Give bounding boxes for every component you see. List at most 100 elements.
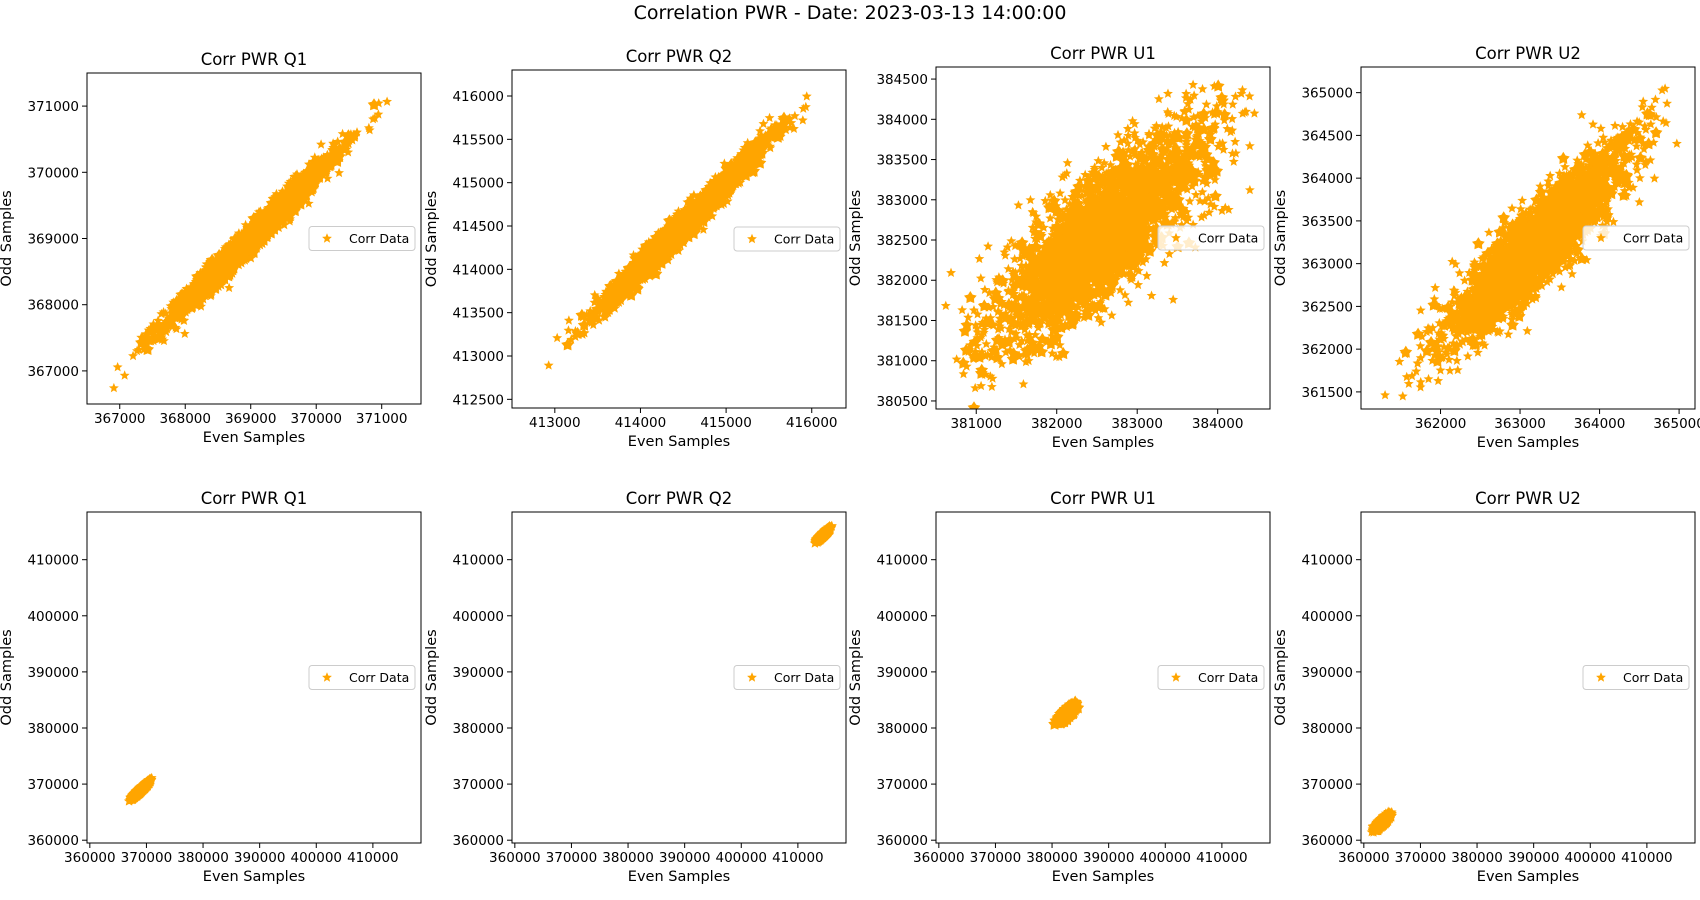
x-tick-label: 364000 [1574,416,1626,432]
legend-box [308,665,416,690]
x-axis-label: Even Samples [1477,435,1579,451]
scatter-core-markers [1399,107,1663,367]
y-tick-label: 400000 [27,609,79,625]
subplot-title: Corr PWR U2 [1475,489,1581,508]
subplot-1: Corr PWR Q1 367000 368000 369000 370000 37100… [0,50,422,446]
x-tick-label: 369000 [225,411,277,427]
scatter-points [1366,806,1397,837]
legend-box [1157,665,1265,690]
y-tick-label: 380000 [27,721,79,737]
scatter-points [1048,695,1085,730]
legend: Corr Data [1582,665,1690,690]
figure-suptitle: Correlation PWR - Date: 2023-03-13 14:00… [634,2,1067,24]
x-tick-label: 382000 [1031,416,1083,432]
x-tick-label: 371000 [356,411,408,427]
x-tick-label: 362000 [1415,416,1467,432]
scatter-points [809,520,837,548]
legend-label: Corr Data [349,670,409,685]
y-tick-label: 413000 [452,349,504,365]
legend: Corr Data [1157,225,1265,251]
legend: Corr Data [1157,665,1265,690]
legend-label: Corr Data [774,670,834,685]
scatter-core-markers [135,98,381,355]
axes-frame [935,66,1271,410]
y-tick-label: 415500 [452,132,504,148]
x-tick-label: 414000 [615,415,667,431]
x-axis-label: Even Samples [203,869,305,885]
y-tick-label: 381000 [876,354,928,370]
x-tick-label: 416000 [786,415,838,431]
y-tick-label: 380500 [876,394,928,410]
scatter-points [543,91,812,370]
y-tick-label: 414000 [452,262,504,278]
y-tick-label: 360000 [452,833,504,849]
legend-box [1582,665,1690,690]
y-tick-label: 383500 [876,153,928,169]
legend-box [733,226,841,252]
y-axis-label: Odd Samples [0,629,15,725]
x-axis-label: Even Samples [203,430,305,446]
y-tick-label: 360000 [1301,833,1353,849]
x-tick-label: 360000 [64,850,116,866]
x-tick-label: 370000 [121,850,173,866]
legend-label: Corr Data [1198,231,1258,246]
legend: Corr Data [733,226,841,252]
y-tick-label: 412500 [452,392,504,408]
x-tick-label: 380000 [602,850,654,866]
x-axis-label: Even Samples [1052,869,1154,885]
subplot-2: Corr PWR Q2 413000 414000 415000 416000 41250… [424,47,847,450]
legend-star-icon [322,233,332,243]
y-tick-label: 363500 [1301,214,1353,230]
y-tick-label: 362000 [1301,342,1353,358]
y-tick-label: 370000 [452,777,504,793]
axes-frame [935,511,1271,844]
axes-frame [511,69,847,409]
legend: Corr Data [733,665,841,690]
x-tick-label: 390000 [1508,850,1560,866]
x-tick-label: 360000 [913,850,965,866]
y-tick-label: 361500 [1301,385,1353,401]
y-tick-label: 363000 [1301,257,1353,273]
x-tick-label: 360000 [1338,850,1390,866]
axes-frame [1360,66,1696,410]
y-tick-label: 390000 [27,665,79,681]
x-tick-label: 390000 [1083,850,1135,866]
x-axis-label: Even Samples [1477,869,1579,885]
legend-star-icon [1596,232,1606,243]
scatter-core-markers [956,79,1231,409]
y-tick-label: 410000 [876,553,928,569]
y-tick-label: 364500 [1301,128,1353,144]
y-tick-label: 370000 [1301,777,1353,793]
scatter-core-markers [125,773,157,804]
y-tick-label: 382500 [876,233,928,249]
subplot-3: Corr PWR U1 381000 382000 383000 384000 38050… [848,44,1271,451]
legend-star-icon [1171,672,1181,682]
x-tick-label: 390000 [659,850,711,866]
axes-frame [1360,511,1696,844]
x-tick-label: 384000 [1192,416,1244,432]
y-tick-label: 415000 [452,176,504,192]
legend-star-icon [747,233,757,244]
subplot-grid: Corr PWR Q1 367000 368000 369000 370000 37100… [0,44,1700,885]
y-tick-label: 360000 [876,833,928,849]
scatter-points [1380,83,1682,401]
legend-star-icon [322,672,332,682]
x-tick-label: 370000 [546,850,598,866]
x-tick-label: 410000 [772,850,824,866]
y-tick-label: 370000 [27,165,79,181]
y-tick-label: 413500 [452,306,504,322]
legend-label: Corr Data [1623,670,1683,685]
scatter-points [108,96,393,393]
y-tick-label: 384000 [876,112,928,128]
y-tick-label: 400000 [876,609,928,625]
subplot-title: Corr PWR Q2 [626,47,733,66]
y-tick-label: 368000 [27,298,79,314]
y-axis-label: Odd Samples [1273,629,1289,725]
subplot-title: Corr PWR U2 [1475,44,1581,63]
x-tick-label: 380000 [1451,850,1503,866]
